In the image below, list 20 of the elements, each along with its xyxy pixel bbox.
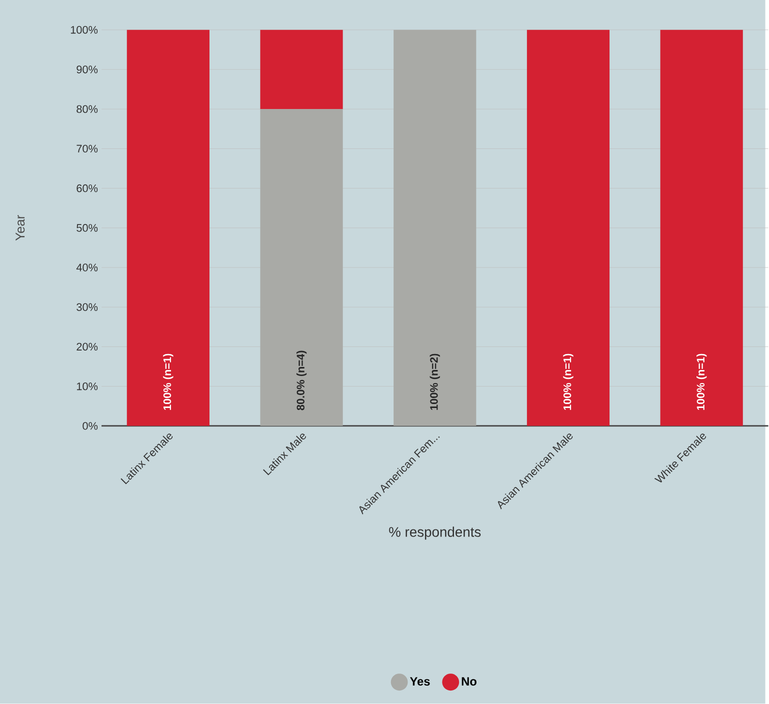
data-label: 100% (n=2): [430, 354, 440, 410]
y-tick-label: 50%: [76, 224, 98, 232]
y-tick-label: 70%: [76, 145, 98, 153]
y-tick-label: 60%: [76, 184, 98, 192]
x-axis-title: % respondents: [389, 526, 481, 540]
y-axis-title: Year: [16, 215, 25, 241]
legend-label: Yes: [410, 678, 430, 686]
y-tick-label: 90%: [76, 66, 98, 74]
y-tick-label: 80%: [76, 105, 98, 114]
y-tick-label: 100%: [70, 26, 98, 34]
data-label: 100% (n=1): [563, 354, 574, 410]
y-tick-label: 40%: [76, 264, 98, 272]
y-tick-label: 0%: [82, 422, 98, 430]
data-label: 80.0% (n=4): [296, 350, 307, 410]
legend-label: No: [462, 678, 476, 686]
y-tick-label: 30%: [76, 303, 98, 312]
y-tick-label: 20%: [76, 343, 98, 351]
data-label: 100% (n=1): [163, 354, 174, 410]
y-tick-label: 10%: [77, 382, 98, 390]
data-label: 100% (n=1): [696, 354, 707, 410]
